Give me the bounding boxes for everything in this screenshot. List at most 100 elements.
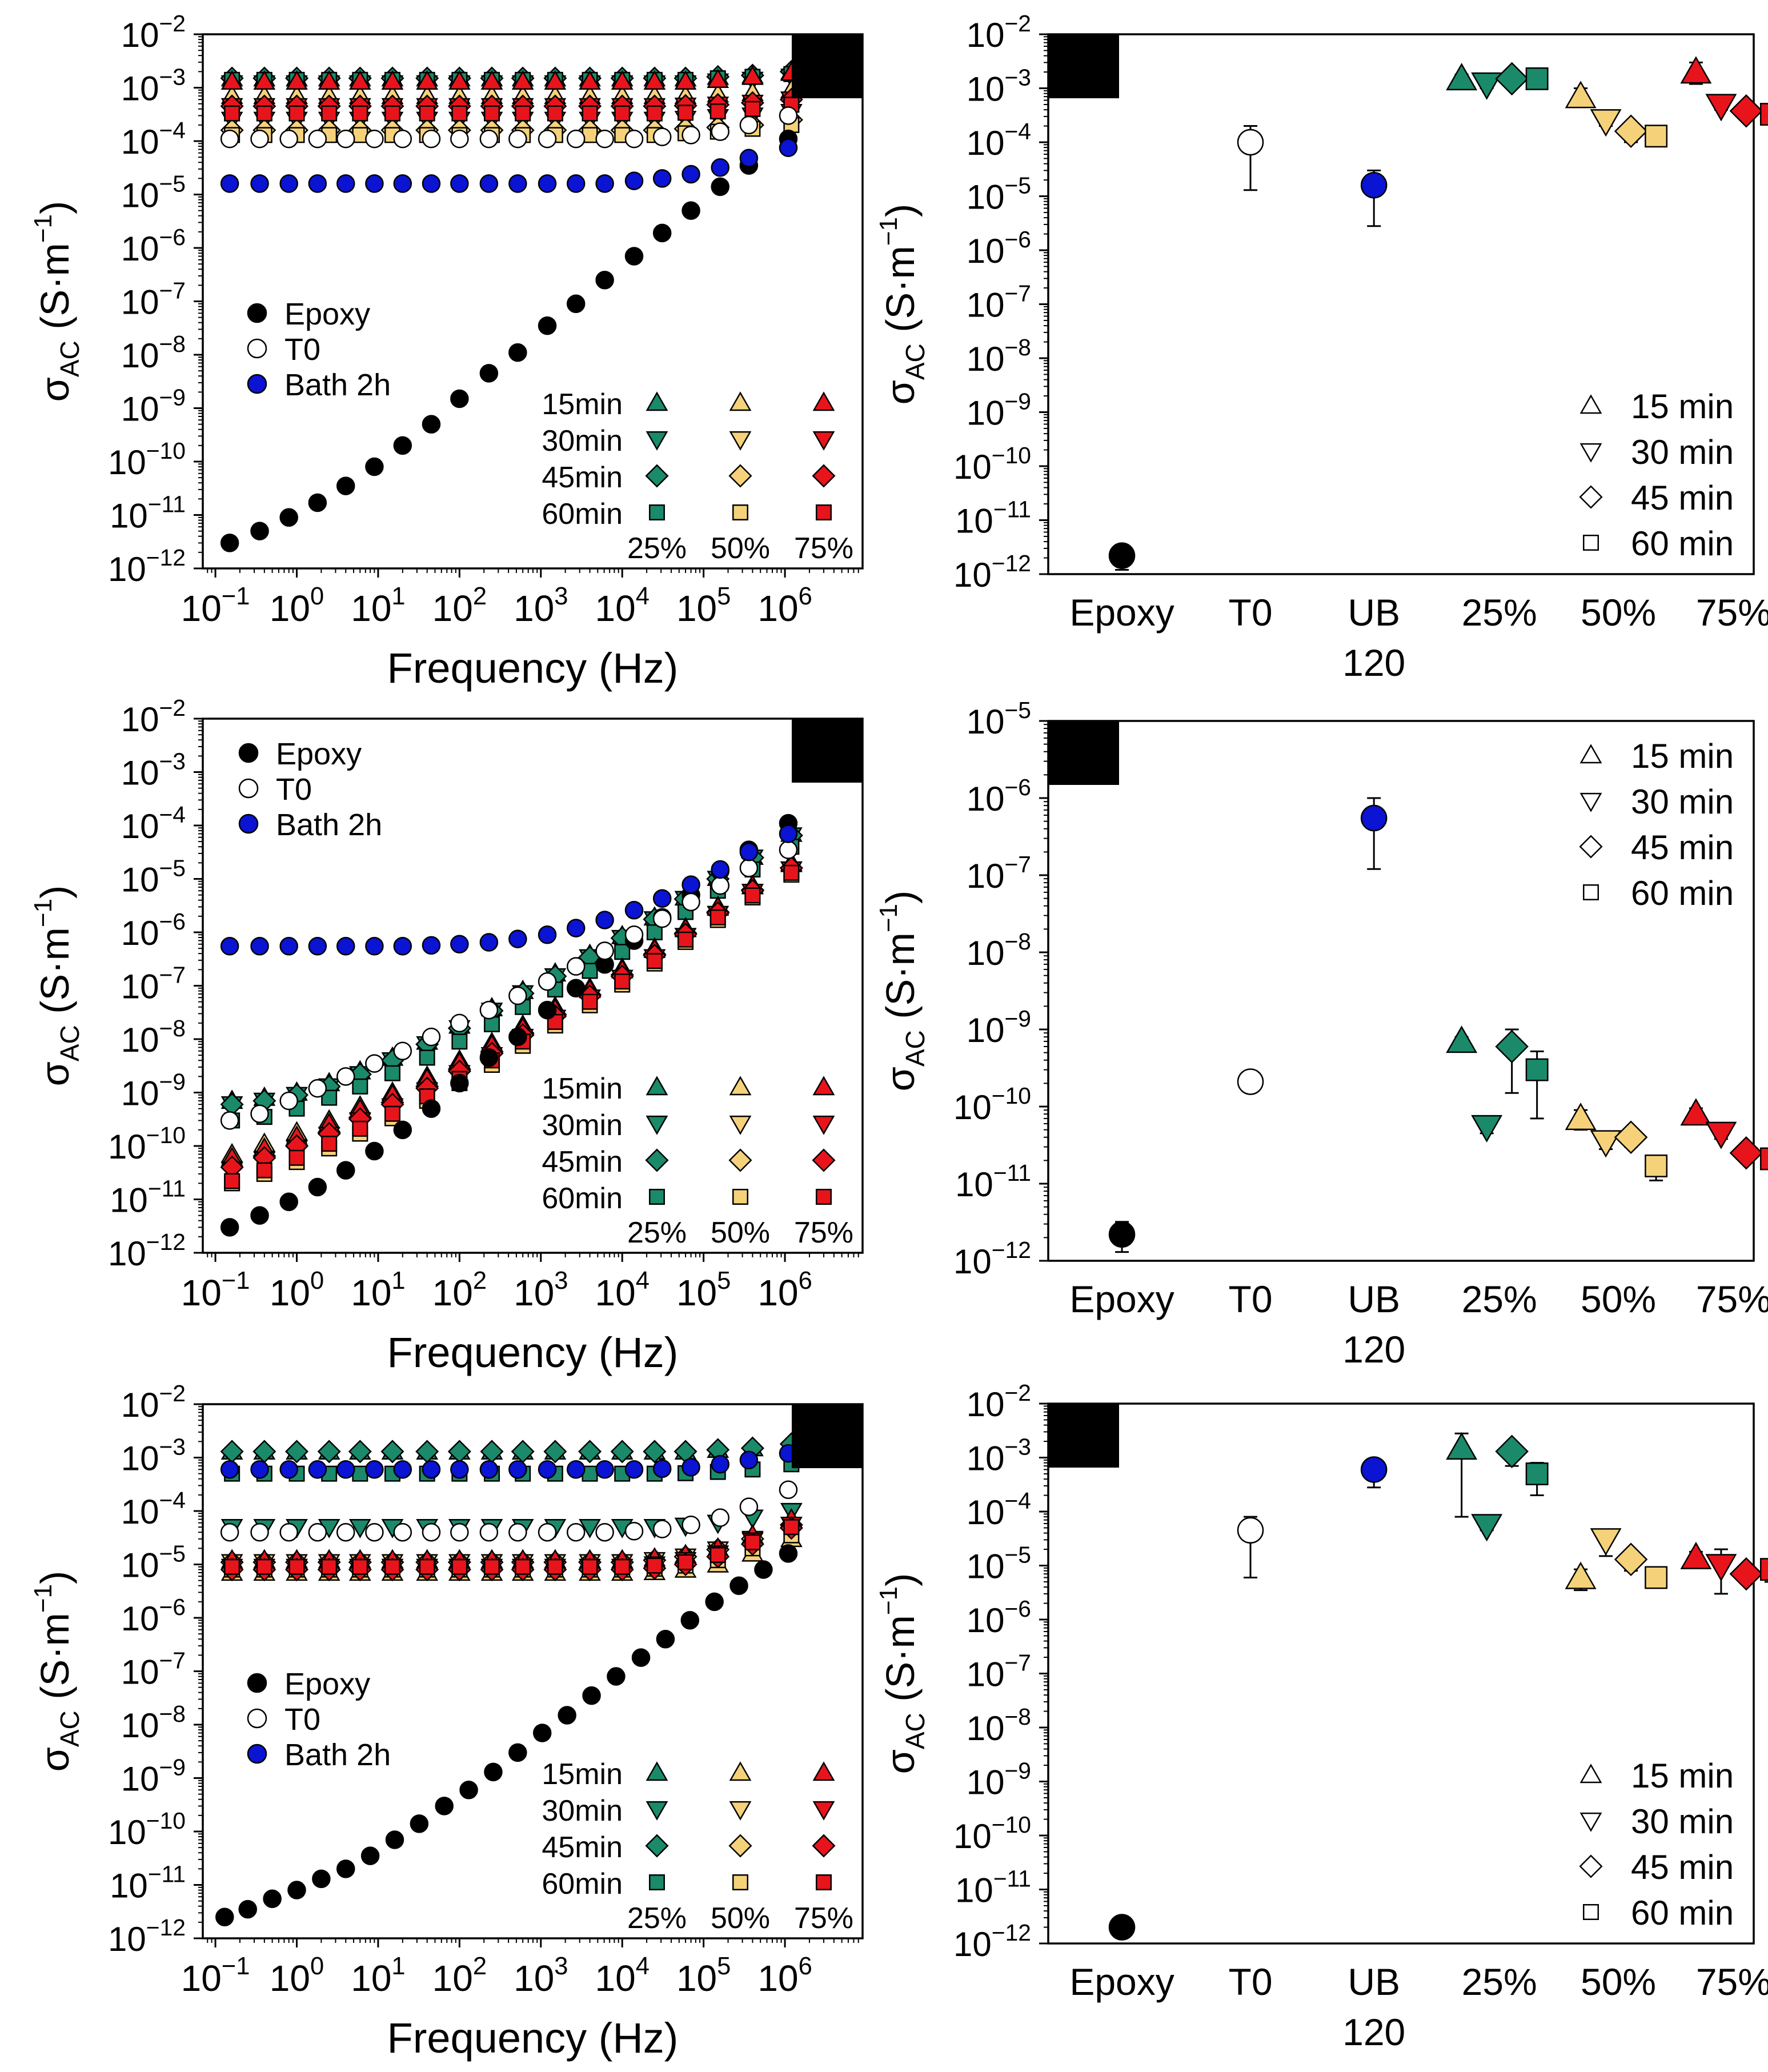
data-point-group [1590, 1130, 1622, 1158]
data-point [250, 937, 269, 956]
y-tick-label: 10−9 [967, 388, 1031, 432]
y-tick-label-base: 10 [121, 230, 159, 268]
x-tick-label: 103 [514, 1953, 568, 1999]
data-point [595, 941, 614, 960]
y-axis-label-units: (S·m [33, 927, 77, 1025]
data-point-group [1525, 1050, 1549, 1120]
data-point [279, 1522, 298, 1542]
x-tick-label-base: 10 [676, 1958, 717, 1999]
legend-label: Epoxy [284, 1667, 370, 1701]
y-tick-label-exp: −4 [1004, 1488, 1031, 1514]
data-point [385, 1830, 404, 1849]
data-point [352, 1558, 368, 1575]
y-tick-label-base: 10 [967, 780, 1005, 818]
data-point [393, 436, 412, 455]
data-point [547, 1558, 563, 1575]
data-point [1680, 56, 1712, 84]
data-point [422, 415, 441, 434]
data-point [308, 129, 327, 149]
plot-frame [1047, 720, 1755, 1262]
y-tick-label: 10−6 [121, 1594, 186, 1638]
x-tick-label-exp: 1 [391, 583, 405, 610]
legend-label: 30 min [1631, 783, 1734, 821]
data-point [607, 1667, 626, 1686]
x-tick-label-base: 10 [270, 588, 310, 629]
x-tick-label-exp: 2 [473, 583, 487, 610]
x-tick-label-exp: −1 [222, 1267, 250, 1295]
y-tick-label-exp: −3 [159, 64, 186, 90]
grid-marker [812, 1076, 835, 1096]
panel-label-box [792, 719, 863, 783]
y-axis-label-close: ) [878, 891, 923, 904]
grid-marker [646, 1115, 668, 1135]
data-point [336, 1859, 355, 1878]
y-tick-label: 10−2 [121, 695, 186, 739]
y-tick-label-exp: −8 [1004, 928, 1031, 955]
y-tick-label: 10−3 [967, 1434, 1031, 1478]
data-point [279, 129, 298, 149]
x-tick-label: 104 [595, 583, 650, 629]
data-point [544, 70, 567, 90]
legend-marker [1579, 394, 1602, 414]
data-point [579, 70, 601, 90]
grid-col-label: 75% [794, 532, 853, 565]
x-tick-label: 104 [595, 1953, 650, 1999]
data-point-group [1360, 169, 1388, 227]
y-axis-label-units: (S·m [878, 246, 923, 343]
data-point-group [1705, 94, 1737, 122]
legend-label: T0 [284, 332, 320, 367]
data-point [410, 1814, 429, 1833]
data-point [450, 935, 469, 953]
y-tick-label-exp: −12 [992, 550, 1031, 576]
y-axis-label-sub: AC [55, 340, 85, 377]
grid-col-label: 50% [711, 1902, 770, 1935]
data-point-group [1471, 72, 1503, 100]
data-point [360, 1846, 380, 1865]
legend-label: 30 min [1631, 433, 1734, 471]
data-point [336, 1522, 355, 1542]
data-point [422, 129, 441, 149]
legend-label: 45 min [1631, 479, 1734, 517]
x-tick-label-exp: 0 [310, 1953, 324, 1980]
y-axis-label: σAC (S·m−1) [29, 885, 85, 1087]
data-point [308, 937, 327, 956]
y-tick-label: 10−10 [108, 1808, 186, 1851]
y-tick-label-base: 10 [121, 1546, 159, 1585]
y-tick-label: 10−9 [967, 1005, 1031, 1049]
y-tick-label: 10−2 [121, 1380, 186, 1424]
data-point [739, 843, 759, 861]
y-tick-label: 10−8 [967, 1704, 1031, 1748]
y-tick-label-exp: −3 [1004, 1434, 1031, 1460]
data-point [484, 1762, 503, 1782]
panel-f: 10−1210−1110−1010−910−810−710−610−510−41… [875, 1380, 1768, 2053]
legend-marker [1579, 485, 1603, 509]
data-point [1360, 1456, 1388, 1483]
legend: 15 min 30 min 45 min 60 min [1579, 1757, 1734, 1932]
x-tick-label-base: 10 [757, 1958, 798, 1999]
data-point [220, 937, 239, 956]
panel-label-box [1048, 1404, 1119, 1468]
grid-marker [729, 1115, 752, 1135]
y-tick-label-exp: −7 [1004, 851, 1031, 877]
data-point [416, 70, 439, 90]
data-point [479, 1460, 499, 1479]
data-point [312, 1869, 331, 1889]
data-point [739, 1450, 759, 1470]
grid-row-label: 45min [542, 1831, 623, 1864]
x-tick-label-exp: 4 [636, 583, 650, 610]
data-point [595, 271, 614, 290]
data-point [1565, 81, 1597, 109]
x-tick-label-base: 10 [351, 1272, 391, 1313]
y-axis-label: σAC (S·m−1) [29, 201, 85, 402]
data-point [1446, 1025, 1478, 1053]
data-point [450, 129, 469, 149]
data-point [336, 1067, 355, 1086]
data-point-group [1360, 797, 1388, 870]
data-point [308, 174, 327, 193]
x-tick-label: 103 [514, 583, 568, 629]
data-point [566, 294, 586, 314]
data-point-group [1446, 1025, 1478, 1053]
data-point [707, 69, 729, 89]
y-tick-label-exp: −12 [992, 1237, 1031, 1263]
